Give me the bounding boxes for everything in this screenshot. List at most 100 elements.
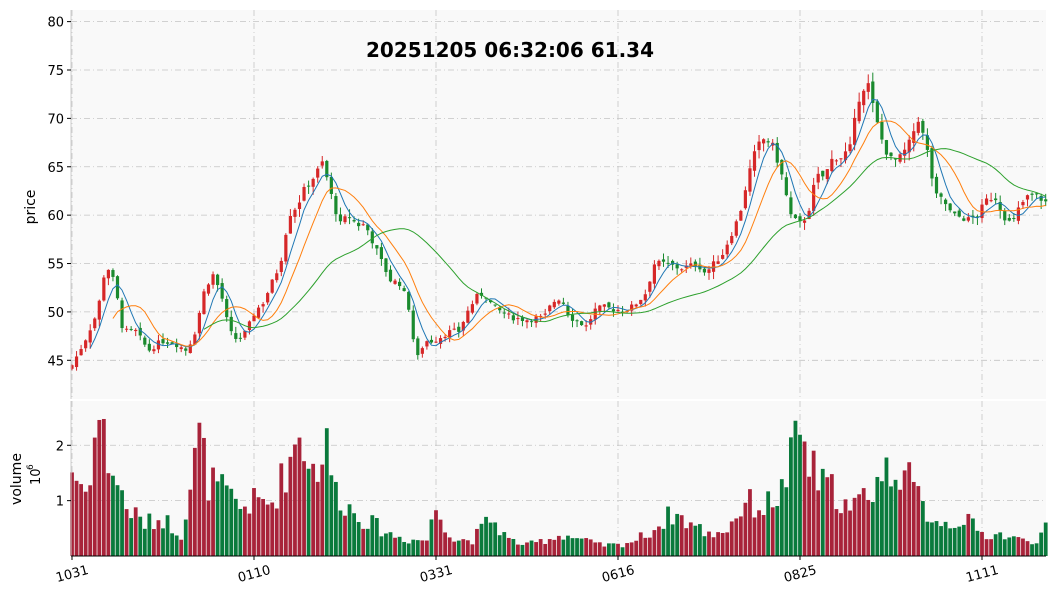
candle bbox=[470, 300, 474, 315]
volume-bar bbox=[388, 532, 393, 556]
candle-body bbox=[825, 169, 829, 180]
candle-body bbox=[652, 264, 656, 284]
volume-bar bbox=[980, 531, 984, 556]
candle-body bbox=[1039, 195, 1043, 201]
candle-body bbox=[152, 349, 156, 352]
volume-bar bbox=[465, 540, 470, 556]
candle-body bbox=[639, 299, 643, 305]
candle-body bbox=[156, 340, 161, 350]
candle-body bbox=[1025, 195, 1030, 200]
candle-body bbox=[802, 220, 807, 223]
volume-bar bbox=[170, 533, 174, 556]
candle bbox=[425, 340, 429, 350]
candle-body bbox=[1044, 199, 1048, 202]
candle bbox=[748, 159, 752, 196]
candle-body bbox=[743, 190, 747, 209]
volume-bar bbox=[893, 479, 898, 556]
volume-bar bbox=[97, 419, 102, 556]
volume-bar bbox=[588, 539, 593, 556]
candle bbox=[493, 304, 497, 307]
volume-bar bbox=[488, 522, 493, 556]
candle-body bbox=[548, 305, 552, 312]
volume-bar bbox=[579, 538, 584, 556]
price-tick-label: 55 bbox=[47, 258, 64, 273]
volume-bar bbox=[520, 544, 525, 556]
candle bbox=[511, 313, 515, 324]
candle-body bbox=[293, 209, 297, 217]
candle-body bbox=[125, 328, 129, 330]
candle-body bbox=[170, 342, 174, 345]
volume-bar bbox=[129, 518, 134, 556]
candle-body bbox=[120, 300, 124, 329]
candle-body bbox=[616, 309, 620, 312]
candle bbox=[702, 266, 707, 276]
candle-body bbox=[402, 288, 406, 292]
candle bbox=[338, 207, 343, 225]
chart-title: 20251205 06:32:06 61.34 bbox=[366, 38, 654, 62]
candle bbox=[384, 257, 388, 277]
volume-bar bbox=[202, 437, 206, 556]
volume-bar bbox=[597, 542, 602, 556]
candle-body bbox=[520, 317, 525, 321]
candle-body bbox=[607, 302, 611, 308]
candle-body bbox=[325, 160, 329, 178]
volume-bar bbox=[889, 486, 893, 556]
candle-body bbox=[279, 260, 283, 272]
price-tick-label: 60 bbox=[47, 209, 64, 224]
candle bbox=[570, 309, 575, 328]
candle-body bbox=[821, 170, 825, 177]
candle-body bbox=[934, 176, 939, 194]
volume-bar bbox=[374, 518, 379, 556]
candle-body bbox=[206, 284, 211, 294]
candle-body bbox=[1035, 193, 1039, 195]
candle bbox=[498, 305, 502, 314]
candle-body bbox=[243, 330, 247, 338]
candle-body bbox=[975, 216, 980, 218]
volume-bar bbox=[784, 487, 789, 556]
volume-bar bbox=[484, 516, 488, 556]
candle bbox=[275, 269, 279, 283]
volume-bar bbox=[397, 536, 402, 556]
candle-body bbox=[994, 198, 998, 201]
candle-body bbox=[661, 259, 666, 262]
candle bbox=[725, 240, 729, 259]
candle-body bbox=[275, 273, 279, 281]
candle bbox=[452, 322, 456, 331]
volume-bar bbox=[265, 504, 270, 556]
volume-bar bbox=[192, 447, 197, 556]
volume-bar bbox=[652, 530, 657, 556]
candle-body bbox=[193, 334, 197, 345]
candle-body bbox=[680, 269, 684, 271]
candle bbox=[975, 214, 980, 226]
volume-bar bbox=[766, 491, 771, 556]
volume-bar bbox=[866, 499, 871, 556]
candle bbox=[320, 155, 324, 169]
volume-bar bbox=[538, 539, 543, 556]
volume-bar bbox=[165, 515, 170, 556]
price-candles bbox=[70, 72, 1048, 371]
volume-bars bbox=[70, 418, 1048, 556]
candle bbox=[411, 305, 415, 343]
candle-body bbox=[793, 214, 798, 219]
candle-body bbox=[1030, 193, 1034, 195]
candle-body bbox=[525, 320, 529, 323]
volume-bar bbox=[211, 467, 215, 556]
candle bbox=[930, 145, 934, 187]
candle-body bbox=[479, 292, 484, 296]
candle-body bbox=[511, 315, 515, 321]
candle-body bbox=[971, 215, 975, 218]
candle bbox=[70, 364, 74, 371]
volume-bar bbox=[793, 420, 798, 556]
candle-body bbox=[748, 168, 752, 192]
volume-bar bbox=[761, 515, 766, 556]
candle bbox=[762, 138, 766, 152]
candle bbox=[293, 207, 297, 223]
candle bbox=[448, 325, 452, 343]
candle-body bbox=[507, 313, 511, 315]
candle-body bbox=[584, 325, 588, 327]
candle-body bbox=[966, 217, 970, 221]
candle bbox=[916, 116, 920, 136]
candle-body bbox=[179, 347, 183, 350]
candle-body bbox=[448, 330, 452, 338]
volume-bar bbox=[70, 472, 74, 556]
